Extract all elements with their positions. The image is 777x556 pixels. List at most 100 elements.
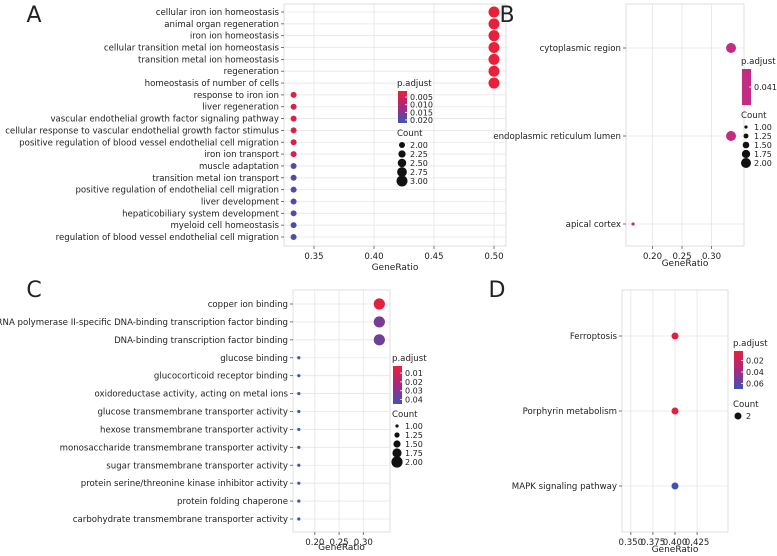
data-point <box>290 186 297 193</box>
panel-c: C 0.20 0.25 0.30 copper ion binding RNA polym… <box>0 278 427 553</box>
term-label: cytoplasmic region <box>540 44 621 54</box>
data-point <box>290 234 297 240</box>
count-key-dot <box>392 448 402 458</box>
x-tick-label: 0.425 <box>685 538 710 548</box>
padjust-tick-label: 0.015 <box>410 108 433 117</box>
term-label: muscle adaptation <box>199 162 279 172</box>
x-tick-label: 0.20 <box>305 538 324 548</box>
data-point <box>726 131 737 141</box>
data-point <box>373 316 385 328</box>
term-label: sugar transmembrane transporter activity <box>106 461 288 471</box>
count-key-dot <box>744 125 748 129</box>
term-label: cellular iron ion homeostasis <box>156 8 280 18</box>
data-point <box>671 482 679 490</box>
data-point <box>671 332 679 340</box>
count-key-label: 1.75 <box>405 449 423 458</box>
term-label: cellular transition metal ion homeostasi… <box>104 44 280 54</box>
data-point <box>290 115 297 122</box>
data-point <box>290 151 297 158</box>
term-label: oxidoreductase activity, acting on metal… <box>94 390 288 400</box>
x-tick-label: 0.400 <box>663 538 688 548</box>
padjust-colorbar <box>398 91 407 123</box>
x-axis-title: GeneRatio <box>318 543 365 553</box>
data-point <box>297 445 301 449</box>
count-key-label: 2.50 <box>410 159 428 168</box>
data-point <box>373 298 385 310</box>
count-key-label: 1.50 <box>754 141 772 150</box>
count-key-label: 2.00 <box>754 159 772 168</box>
legend-count-title: Count <box>397 129 423 139</box>
data-point <box>373 334 385 346</box>
term-label: vascular endothelial growth factor signa… <box>50 115 279 125</box>
data-point <box>488 30 500 42</box>
term-label: positive regulation of blood vessel endo… <box>19 138 279 148</box>
count-key-dot <box>393 440 401 448</box>
term-label: glucocorticoid receptor binding <box>154 372 288 382</box>
data-point <box>671 407 679 415</box>
x-tick-label: 0.45 <box>424 252 443 262</box>
term-label: myeloid cell homeostasis <box>170 221 279 231</box>
x-tick-label: 0.40 <box>364 252 383 262</box>
count-key-label: 1.00 <box>405 422 423 431</box>
plot-area <box>292 289 391 533</box>
count-key-dot <box>742 141 750 149</box>
panel-letter: A <box>26 3 41 28</box>
data-point <box>290 222 297 229</box>
plot-area <box>625 3 745 247</box>
count-key-dot <box>395 424 399 428</box>
padjust-colorbar <box>742 69 751 105</box>
count-key-dot <box>741 158 751 168</box>
term-label: RNA polymerase II-specific DNA-binding t… <box>0 318 288 328</box>
legend-padjust-title: p.adjust <box>733 339 768 349</box>
count-key-label: 2 <box>746 412 751 421</box>
term-label: animal organ regeneration <box>164 20 279 30</box>
x-tick-label: 0.35 <box>304 252 323 262</box>
legend: p.adjust 0.010.020.030.04 Count 1.001.251.5… <box>391 354 427 468</box>
term-label: glucose binding <box>220 354 288 364</box>
term-label: transition metal ion homeostasis <box>138 55 280 65</box>
term-label: carbohydrate transmembrane transporter a… <box>73 515 288 525</box>
data-point <box>297 409 301 414</box>
data-point <box>290 198 297 205</box>
term-label: hexose transmembrane transporter activit… <box>100 425 288 435</box>
x-axis-title: GeneRatio <box>652 545 699 555</box>
count-key-label: 1.25 <box>405 431 423 440</box>
term-label: regulation of blood vessel endothelial c… <box>56 233 279 243</box>
padjust-tick-label: 0.0411 <box>754 83 777 92</box>
data-point <box>488 6 500 18</box>
count-key-label: 1.50 <box>405 440 423 449</box>
data-point <box>297 427 301 432</box>
count-key-dot <box>399 142 405 148</box>
padjust-tick-label: 0.03 <box>405 387 423 396</box>
legend-count-title: Count <box>741 111 767 121</box>
term-label: MAPK signaling pathway <box>512 482 617 492</box>
data-point <box>297 481 301 485</box>
data-point <box>290 210 297 217</box>
x-tick-label: 0.30 <box>354 538 373 548</box>
term-label: iron ion transport <box>204 150 279 160</box>
plot-area <box>283 3 507 247</box>
data-point <box>488 65 500 77</box>
legend: p.adjust 0.02 0.04 0.06 Count 2 <box>733 339 768 421</box>
count-key-label: 1.75 <box>754 150 772 159</box>
data-point <box>488 53 500 65</box>
padjust-tick-label: 0.020 <box>410 116 433 125</box>
count-key-dot <box>741 149 751 159</box>
term-label: DNA-binding transcription factor binding <box>114 336 288 346</box>
x-tick-label: 0.50 <box>484 252 503 262</box>
data-point <box>726 43 737 53</box>
term-label: monosaccharide transmembrane transporter… <box>60 443 288 453</box>
legend-padjust-title: p.adjust <box>397 79 432 89</box>
legend-padjust-title: p.adjust <box>392 354 427 364</box>
term-label: homeostasis of number of cells <box>145 79 280 89</box>
data-point <box>290 139 297 146</box>
legend: p.adjust 0.0411 Count 1.001.251.501.752.00 <box>741 57 777 168</box>
padjust-tick-label: 0.02 <box>746 357 764 366</box>
term-label: Porphyrin metabolism <box>523 407 617 417</box>
x-tick-label: 0.20 <box>643 252 662 262</box>
count-key-dot <box>397 167 407 177</box>
count-key-label: 2.75 <box>410 168 428 177</box>
legend-padjust-title: p.adjust <box>741 57 776 67</box>
